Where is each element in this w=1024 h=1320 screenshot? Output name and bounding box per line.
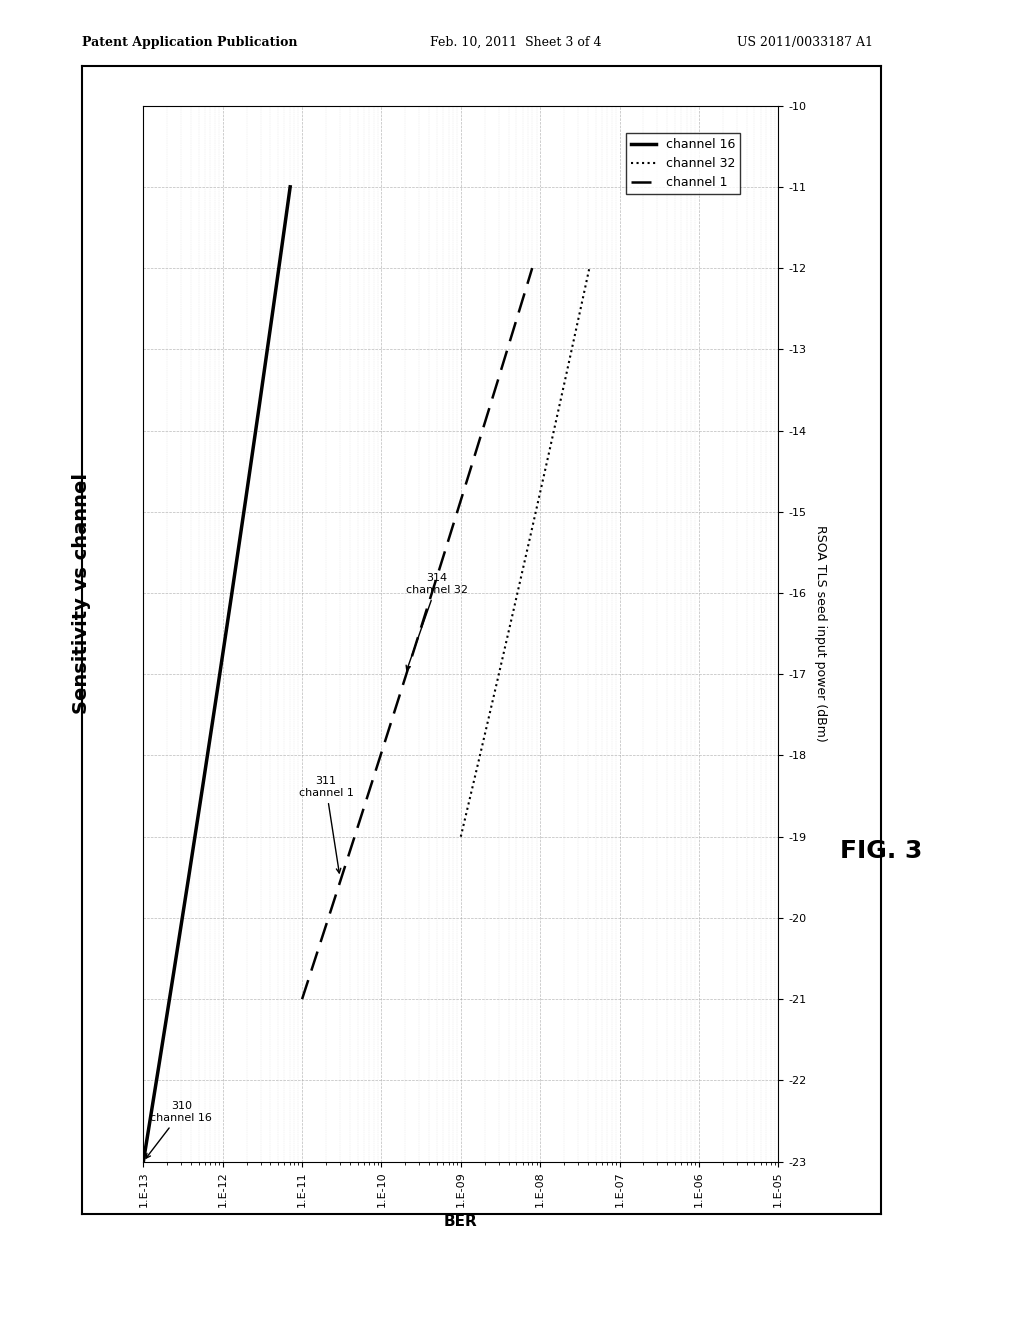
- Legend: channel 16, channel 32, channel 1: channel 16, channel 32, channel 1: [626, 133, 740, 194]
- channel 1: [526, 260, 539, 276]
- channel 16: [230, 557, 243, 573]
- channel 32: [455, 829, 467, 845]
- channel 32: [571, 313, 584, 329]
- channel 16: [227, 573, 240, 589]
- Text: Sensitivity vs channel: Sensitivity vs channel: [73, 474, 91, 714]
- channel 1: [434, 558, 446, 574]
- Y-axis label: RSOA TLS seed input power (dBm): RSOA TLS seed input power (dBm): [814, 525, 827, 742]
- Line: channel 1: channel 1: [302, 268, 532, 999]
- channel 32: [564, 350, 577, 366]
- channel 32: [584, 260, 596, 276]
- channel 1: [490, 375, 503, 391]
- Text: 314
channel 32: 314 channel 32: [406, 573, 468, 671]
- Text: Feb. 10, 2011  Sheet 3 of 4: Feb. 10, 2011 Sheet 3 of 4: [430, 36, 601, 49]
- Text: FIG. 3: FIG. 3: [840, 840, 922, 863]
- channel 32: [532, 492, 545, 508]
- Text: 311
channel 1: 311 channel 1: [299, 776, 353, 873]
- Text: Patent Application Publication: Patent Application Publication: [82, 36, 297, 49]
- X-axis label: BER: BER: [444, 1214, 477, 1229]
- Line: channel 16: channel 16: [143, 187, 290, 1162]
- channel 32: [535, 480, 547, 496]
- channel 1: [297, 989, 309, 1005]
- channel 1: [505, 329, 517, 345]
- Text: 310
channel 16: 310 channel 16: [146, 1101, 212, 1158]
- channel 16: [138, 1151, 151, 1167]
- channel 1: [438, 544, 451, 560]
- channel 32: [532, 490, 545, 506]
- channel 16: [227, 577, 240, 593]
- channel 32: [455, 826, 467, 842]
- channel 16: [271, 271, 284, 286]
- channel 1: [296, 991, 308, 1007]
- channel 1: [435, 556, 447, 572]
- Text: US 2011/0033187 A1: US 2011/0033187 A1: [737, 36, 873, 49]
- channel 16: [284, 180, 296, 195]
- channel 16: [137, 1154, 150, 1170]
- channel 16: [262, 333, 274, 348]
- Line: channel 32: channel 32: [461, 268, 590, 837]
